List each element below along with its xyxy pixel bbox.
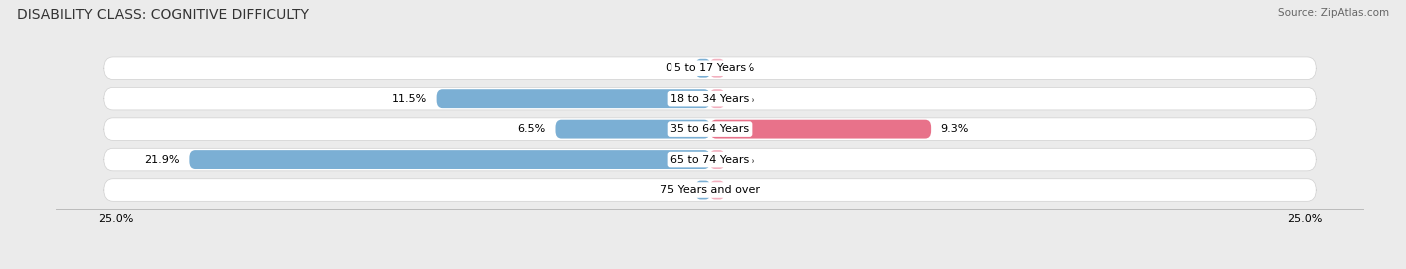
FancyBboxPatch shape <box>555 120 710 139</box>
FancyBboxPatch shape <box>710 89 724 108</box>
FancyBboxPatch shape <box>104 87 1316 110</box>
FancyBboxPatch shape <box>104 118 1316 140</box>
FancyBboxPatch shape <box>104 57 1316 79</box>
Text: 65 to 74 Years: 65 to 74 Years <box>671 155 749 165</box>
Text: 75 Years and over: 75 Years and over <box>659 185 761 195</box>
FancyBboxPatch shape <box>104 179 1316 201</box>
FancyBboxPatch shape <box>190 150 710 169</box>
FancyBboxPatch shape <box>696 180 710 200</box>
Text: 21.9%: 21.9% <box>145 155 180 165</box>
Text: 5 to 17 Years: 5 to 17 Years <box>673 63 747 73</box>
Text: 6.5%: 6.5% <box>517 124 546 134</box>
Text: 18 to 34 Years: 18 to 34 Years <box>671 94 749 104</box>
Text: 35 to 64 Years: 35 to 64 Years <box>671 124 749 134</box>
FancyBboxPatch shape <box>437 89 710 108</box>
Text: 11.5%: 11.5% <box>392 94 427 104</box>
Text: DISABILITY CLASS: COGNITIVE DIFFICULTY: DISABILITY CLASS: COGNITIVE DIFFICULTY <box>17 8 309 22</box>
Text: 0.0%: 0.0% <box>665 63 693 73</box>
Text: 0.0%: 0.0% <box>727 155 755 165</box>
FancyBboxPatch shape <box>710 120 931 139</box>
FancyBboxPatch shape <box>696 59 710 78</box>
Text: 0.0%: 0.0% <box>727 185 755 195</box>
Text: 0.0%: 0.0% <box>727 63 755 73</box>
FancyBboxPatch shape <box>104 148 1316 171</box>
Text: 9.3%: 9.3% <box>941 124 969 134</box>
FancyBboxPatch shape <box>710 150 724 169</box>
FancyBboxPatch shape <box>710 59 724 78</box>
Text: Source: ZipAtlas.com: Source: ZipAtlas.com <box>1278 8 1389 18</box>
FancyBboxPatch shape <box>710 180 724 200</box>
Text: 0.0%: 0.0% <box>727 94 755 104</box>
Text: 0.0%: 0.0% <box>665 185 693 195</box>
